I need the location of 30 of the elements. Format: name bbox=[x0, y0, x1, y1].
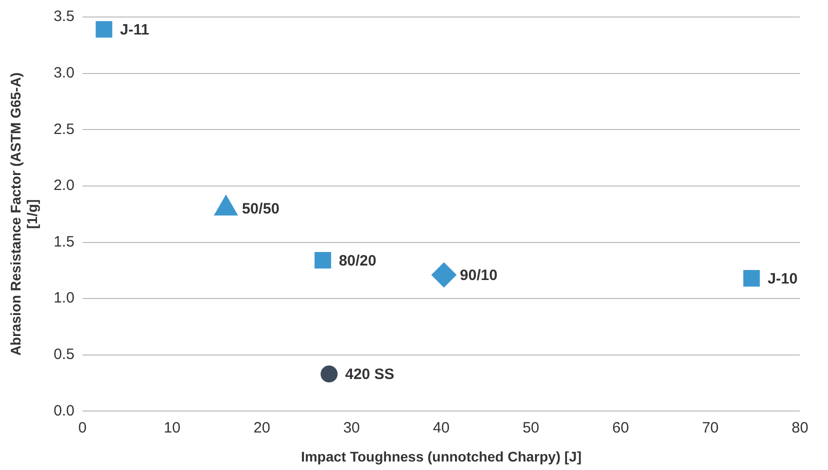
series-label: 50/50 bbox=[242, 200, 280, 218]
y-axis-title: Abrasion Resistance Factor (ASTM G65-A) [1/g] bbox=[7, 72, 40, 356]
x-tick-label: 20 bbox=[253, 419, 270, 436]
x-tick-label: 30 bbox=[343, 419, 360, 436]
y-tick-label: 2.0 bbox=[54, 177, 74, 194]
series-label: 80/20 bbox=[338, 252, 376, 270]
series-label: J-11 bbox=[120, 22, 150, 39]
x-tick-label: 50 bbox=[522, 419, 540, 436]
x-tick-label: 40 bbox=[432, 419, 450, 436]
point bbox=[320, 366, 338, 383]
point bbox=[743, 270, 760, 287]
x-tick-label: 10 bbox=[164, 419, 180, 436]
y-tick-label: 3.0 bbox=[54, 64, 74, 82]
series-label: 420 SS bbox=[345, 366, 394, 384]
series-label: 90/10 bbox=[460, 267, 498, 284]
point bbox=[96, 21, 112, 38]
y-tick-label: 0.5 bbox=[54, 346, 74, 364]
series-label: J-10 bbox=[768, 270, 798, 288]
x-axis-title: Impact Toughness (unnotched Charpy) [J] bbox=[300, 448, 582, 464]
y-tick-label: 0.0 bbox=[54, 402, 74, 420]
x-tick-label: 80 bbox=[792, 419, 808, 436]
y-tick-label: 1.0 bbox=[54, 290, 74, 307]
y-tick-label: 3.5 bbox=[54, 8, 74, 26]
x-tick-label: 60 bbox=[612, 419, 629, 436]
y-tick-label: 1.5 bbox=[54, 233, 74, 250]
x-tick-label: 0 bbox=[78, 419, 87, 436]
point bbox=[314, 252, 332, 269]
y-tick-label: 2.5 bbox=[54, 120, 74, 138]
point bbox=[431, 262, 456, 288]
x-tick-label: 70 bbox=[702, 419, 719, 436]
